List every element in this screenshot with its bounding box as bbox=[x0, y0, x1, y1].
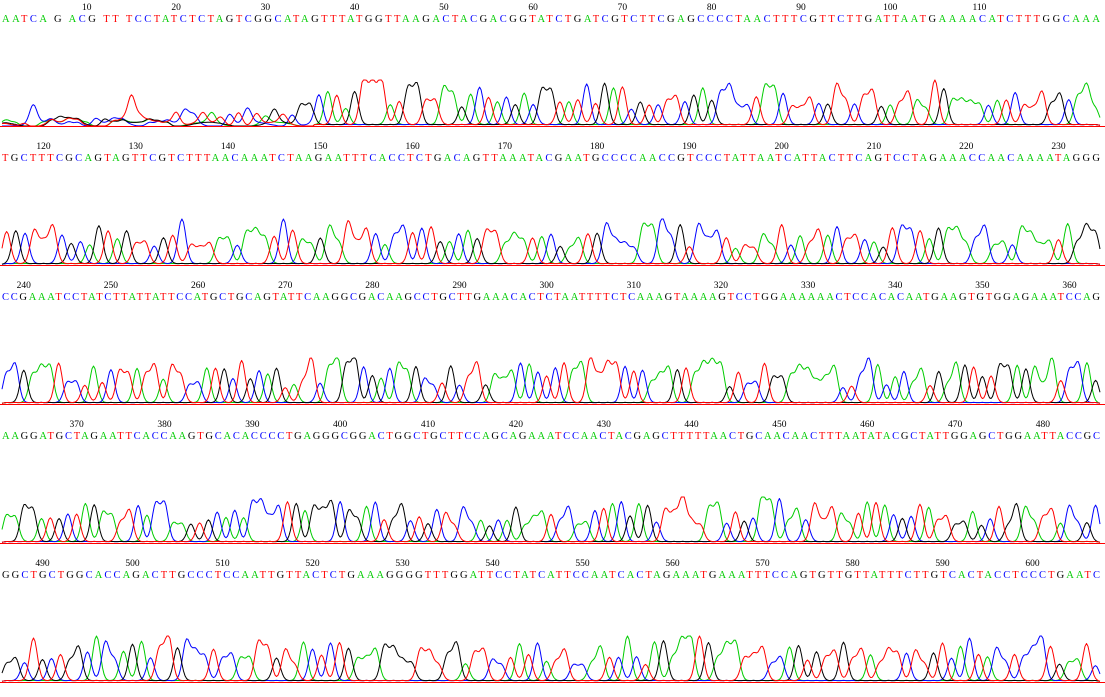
position-tick-label: 460 bbox=[860, 420, 875, 430]
position-tick-label: 80 bbox=[707, 3, 717, 13]
position-tick-label: 50 bbox=[439, 3, 449, 13]
position-tick-label: 230 bbox=[1051, 142, 1066, 152]
position-tick-label: 380 bbox=[157, 420, 172, 430]
position-tick-label: 210 bbox=[867, 142, 882, 152]
position-tick-label: 320 bbox=[714, 281, 729, 291]
position-tick-label: 510 bbox=[215, 559, 230, 569]
trace-A bbox=[1, 496, 1101, 543]
position-tick-label: 90 bbox=[796, 3, 806, 13]
position-tick-label: 180 bbox=[590, 142, 605, 152]
position-tick-label: 160 bbox=[405, 142, 420, 152]
position-tick-label: 350 bbox=[975, 281, 990, 291]
position-tick-label: 150 bbox=[313, 142, 328, 152]
position-tick-label: 290 bbox=[452, 281, 467, 291]
position-tick-label: 140 bbox=[221, 142, 236, 152]
position-tick-label: 200 bbox=[775, 142, 790, 152]
position-tick-label: 260 bbox=[191, 281, 206, 291]
position-tick-label: 570 bbox=[755, 559, 770, 569]
position-tick-label: 100 bbox=[883, 3, 898, 13]
position-tick-label: 270 bbox=[278, 281, 293, 291]
trace-C bbox=[1, 218, 1101, 265]
position-tick-label: 370 bbox=[70, 420, 85, 430]
trace-G bbox=[1, 222, 1101, 265]
position-tick-label: 70 bbox=[618, 3, 628, 13]
trace-T bbox=[1, 496, 1101, 543]
position-tick-label: 280 bbox=[365, 281, 380, 291]
position-tick-label: 400 bbox=[333, 420, 348, 430]
trace-T bbox=[1, 220, 1101, 265]
trace-T bbox=[1, 635, 1101, 682]
position-tick-label: 330 bbox=[801, 281, 816, 291]
position-tick-label: 530 bbox=[395, 559, 410, 569]
position-tick-label: 20 bbox=[171, 3, 181, 13]
position-tick-label: 190 bbox=[682, 142, 697, 152]
trace-T bbox=[1, 79, 1101, 127]
position-tick-label: 310 bbox=[627, 281, 642, 291]
trace-G bbox=[1, 82, 1101, 127]
position-tick-label: 500 bbox=[125, 559, 140, 569]
position-tick-label: 540 bbox=[485, 559, 500, 569]
position-tick-label: 30 bbox=[261, 3, 271, 13]
position-tick-label: 220 bbox=[959, 142, 974, 152]
position-tick-label: 130 bbox=[129, 142, 144, 152]
position-tick-label: 170 bbox=[498, 142, 513, 152]
position-tick-label: 360 bbox=[1062, 281, 1077, 291]
position-tick-label: 250 bbox=[104, 281, 119, 291]
position-tick-label: 430 bbox=[597, 420, 612, 430]
position-tick-label: 590 bbox=[935, 559, 950, 569]
position-tick-label: 300 bbox=[540, 281, 555, 291]
trace-T bbox=[1, 357, 1101, 404]
position-tick-label: 480 bbox=[1036, 420, 1051, 430]
trace-G bbox=[1, 499, 1101, 543]
position-tick-label: 120 bbox=[36, 142, 51, 152]
position-tick-label: 470 bbox=[948, 420, 963, 430]
trace-G bbox=[1, 640, 1101, 682]
position-tick-label: 520 bbox=[305, 559, 320, 569]
position-tick-label: 60 bbox=[528, 3, 538, 13]
position-tick-label: 340 bbox=[888, 281, 903, 291]
position-tick-label: 550 bbox=[575, 559, 590, 569]
position-tick-label: 440 bbox=[684, 420, 699, 430]
position-tick-label: 240 bbox=[17, 281, 32, 291]
position-tick-label: 420 bbox=[509, 420, 524, 430]
position-tick-label: 110 bbox=[973, 3, 987, 13]
position-tick-label: 410 bbox=[421, 420, 436, 430]
position-tick-label: 390 bbox=[245, 420, 260, 430]
position-tick-label: 580 bbox=[845, 559, 860, 569]
position-tick-label: 450 bbox=[772, 420, 787, 430]
position-tick-label: 600 bbox=[1025, 559, 1040, 569]
position-tick-label: 40 bbox=[350, 3, 360, 13]
position-tick-label: 10 bbox=[82, 3, 92, 13]
trace-row-3: 240 250 260 270 280 290 300 310 320 330 340 350 360C… bbox=[0, 281, 1105, 405]
position-tick-label: 490 bbox=[35, 559, 50, 569]
position-tick-label: 560 bbox=[665, 559, 680, 569]
